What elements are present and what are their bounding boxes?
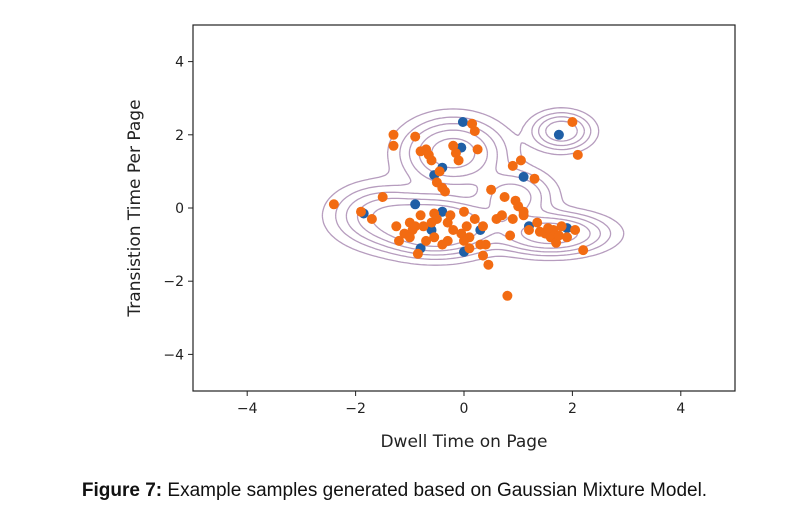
series-2-point-60 — [567, 117, 578, 127]
y-tick-label: 0 — [175, 201, 184, 217]
y-tick-label: −2 — [163, 274, 184, 290]
series-2-point-70 — [459, 235, 469, 246]
series-2-point-64 — [404, 232, 415, 243]
series-2-point-58 — [556, 221, 567, 232]
figure-caption: Figure 7: Example samples generated base… — [0, 480, 789, 502]
series-2-point-71 — [421, 235, 432, 246]
x-tick-label: 0 — [460, 401, 469, 417]
series-2-point-79 — [391, 221, 402, 232]
series-2-point-43 — [502, 290, 513, 301]
y-tick-label: 2 — [175, 128, 184, 144]
x-axis-title: Dwell Time on Page — [380, 432, 547, 452]
caption-label: Figure 7: — [81, 480, 163, 501]
series-2-point-65 — [426, 217, 437, 228]
series-2-point-66 — [448, 225, 459, 235]
series-2-point-1 — [328, 199, 339, 210]
series-2-point-37 — [480, 239, 491, 250]
x-tick-label: 2 — [568, 401, 577, 417]
series-2-point-62 — [572, 149, 583, 160]
series-2-point-30 — [461, 221, 472, 232]
series-2-point-74 — [410, 221, 421, 232]
series-2-point-2 — [356, 206, 366, 217]
series-1-point-9 — [437, 206, 448, 217]
series-2-point-6 — [388, 140, 399, 151]
contour-level-1 — [321, 107, 625, 266]
series-2-point-27 — [453, 155, 464, 166]
series-2-point-12 — [412, 248, 423, 259]
y-axis-title: Transistion Time Per Page — [125, 99, 145, 317]
series-2-point-73 — [464, 243, 475, 254]
series-2-point-33 — [469, 126, 480, 137]
series-2-point-51 — [529, 173, 540, 184]
series-2-point-80 — [429, 208, 440, 219]
series-2-point-45 — [507, 160, 518, 171]
series-2-point-78 — [553, 230, 564, 241]
series-2-point-82 — [507, 214, 518, 224]
axis-ticks: −4 −2 0 2 4 −4 −2 0 2 4 — [163, 55, 685, 417]
sample-points — [328, 117, 589, 301]
series-2-point-36 — [478, 250, 488, 261]
series-2-point-61 — [570, 225, 581, 235]
y-tick-label: 4 — [175, 55, 184, 71]
series-2-point-18 — [429, 232, 440, 243]
caption-text: Example samples generated based on Gauss… — [162, 480, 708, 501]
series-2-point-52 — [532, 217, 543, 228]
series-1-point-6 — [553, 129, 564, 140]
series-2-point-44 — [505, 230, 516, 241]
series-2-point-39 — [486, 184, 497, 195]
series-2-point-34 — [472, 144, 483, 155]
series-2-point-67 — [469, 214, 480, 224]
series-1-point-5 — [518, 171, 529, 182]
series-2-point-4 — [377, 192, 388, 202]
series-2-point-63 — [578, 245, 589, 256]
series-2-point-75 — [437, 239, 448, 250]
series-1-point-1 — [457, 117, 468, 127]
x-tick-label: −4 — [237, 401, 258, 417]
series-2-point-22 — [440, 186, 450, 197]
series-2-point-14 — [418, 221, 429, 232]
series-2-point-20 — [434, 166, 445, 177]
series-1-point-7 — [410, 199, 421, 210]
series-2-point-13 — [415, 210, 426, 221]
series-2-point-69 — [431, 177, 442, 188]
series-2-point-68 — [415, 146, 426, 157]
series-2-point-17 — [426, 155, 437, 166]
series-2-point-42 — [499, 192, 510, 202]
series-2-point-77 — [543, 223, 553, 234]
series-2-point-48 — [515, 155, 526, 166]
series-2-point-29 — [459, 206, 469, 217]
series-2-point-72 — [442, 217, 453, 228]
series-2-point-38 — [483, 259, 494, 270]
y-tick-label: −4 — [163, 347, 184, 363]
series-2-point-41 — [496, 210, 507, 221]
x-tick-label: −2 — [345, 401, 366, 417]
x-tick-label: 4 — [676, 401, 685, 417]
series-2-point-11 — [410, 131, 421, 142]
series-2-point-81 — [478, 221, 488, 232]
series-2-point-50 — [524, 225, 534, 235]
series-2-point-59 — [562, 232, 572, 243]
series-2-point-3 — [366, 214, 377, 224]
series-2-point-7 — [394, 235, 404, 246]
series-2-point-5 — [388, 129, 399, 140]
series-2-point-76 — [518, 206, 529, 217]
